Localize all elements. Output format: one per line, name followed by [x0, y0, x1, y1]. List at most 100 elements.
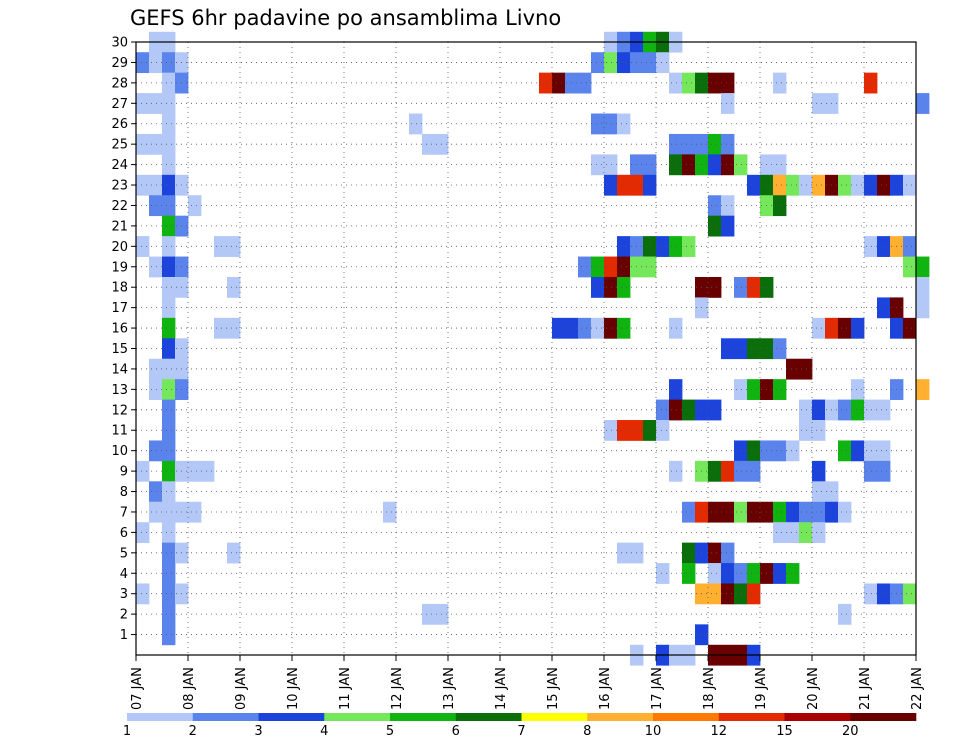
heatmap-cell — [877, 297, 891, 319]
colorbar-swatch — [324, 713, 391, 721]
heatmap-cell — [721, 563, 735, 584]
heatmap-cell — [812, 522, 826, 544]
heatmap-cell — [591, 154, 605, 176]
heatmap-cell — [682, 72, 696, 94]
colorbar-label: 10 — [645, 724, 662, 739]
heatmap-cell — [708, 72, 722, 94]
heatmap-cell — [162, 113, 176, 135]
heatmap-cell — [149, 440, 163, 462]
heatmap-cell — [604, 420, 618, 441]
heatmap-cell — [773, 379, 787, 400]
colorbar-label: 2 — [189, 724, 197, 739]
heatmap-cell — [721, 338, 735, 360]
heatmap-cell — [617, 420, 631, 441]
heatmap-cell — [422, 603, 436, 625]
heatmap-cell — [682, 154, 696, 176]
heatmap-cell — [227, 317, 241, 339]
heatmap-cell — [643, 52, 657, 74]
heatmap-cell — [136, 174, 150, 196]
heatmap-cell — [773, 195, 787, 217]
heatmap-cell — [773, 154, 787, 176]
heatmap-cell — [864, 460, 878, 482]
heatmap-cell — [591, 276, 605, 298]
heatmap-cell — [812, 317, 826, 339]
chart-title: GEFS 6hr padavine po ansamblima Livno — [130, 6, 562, 30]
x-tick-label: 20 JAN — [806, 667, 821, 710]
heatmap-cell — [669, 154, 683, 176]
heatmap-cell — [643, 154, 657, 176]
heatmap-cell — [812, 174, 826, 196]
heatmap-cell — [136, 583, 150, 605]
heatmap-cell — [682, 133, 696, 155]
heatmap-cell — [877, 174, 891, 196]
heatmap-cell — [552, 72, 566, 94]
heatmap-cell — [877, 399, 891, 421]
heatmap-cell — [617, 174, 631, 196]
heatmap-cell — [604, 276, 618, 298]
heatmap-cell — [149, 174, 163, 196]
heatmap-cell — [136, 93, 150, 114]
colorbar-label: 1 — [123, 724, 131, 739]
heatmap-cell — [864, 174, 878, 196]
heatmap-cell — [149, 195, 163, 217]
heatmap-cell — [786, 522, 800, 544]
heatmap-cell — [838, 501, 852, 523]
heatmap-cell — [149, 358, 163, 380]
heatmap-cell — [799, 358, 813, 380]
heatmap-cell — [877, 236, 891, 257]
y-axis-labels: 1234567891011121314151617181920212223242… — [111, 36, 136, 643]
heatmap-cell — [422, 133, 436, 155]
heatmap-cell — [162, 338, 176, 360]
heatmap-cell — [747, 276, 761, 298]
heatmap-cell — [851, 317, 865, 339]
x-tick-label: 10 JAN — [286, 667, 301, 710]
heatmap-cell — [227, 542, 241, 564]
heatmap-cell — [604, 174, 618, 196]
heatmap-cell — [669, 133, 683, 155]
heatmap-cell — [214, 317, 228, 339]
heatmap-cell — [747, 440, 761, 462]
heatmap-cell — [162, 256, 176, 278]
colorbar-label: 5 — [386, 724, 394, 739]
y-tick-label: 13 — [111, 383, 128, 398]
colorbar-label: 8 — [583, 724, 591, 739]
heatmap-cell — [916, 276, 930, 298]
heatmap-cell — [149, 379, 163, 400]
heatmap-cell — [734, 338, 748, 360]
heatmap-cell — [162, 420, 176, 441]
heatmap-cell — [864, 583, 878, 605]
x-tick-label: 18 JAN — [702, 667, 717, 710]
heatmap-cell — [162, 133, 176, 155]
heatmap-cell — [916, 93, 930, 114]
heatmap-cell — [708, 399, 722, 421]
x-tick-label: 09 JAN — [234, 667, 249, 710]
colorbar-label: 4 — [320, 724, 328, 739]
heatmap-cell — [669, 317, 683, 339]
heatmap-cell — [136, 460, 150, 482]
heatmap-cell — [617, 542, 631, 564]
colorbar-label: 15 — [776, 724, 793, 739]
heatmap-cell — [669, 72, 683, 94]
heatmap-cell — [786, 501, 800, 523]
heatmap-cell — [877, 440, 891, 462]
colorbar-swatch — [390, 713, 457, 721]
heatmap-cell — [591, 52, 605, 74]
heatmap-cell — [136, 522, 150, 544]
heatmap-cell — [708, 276, 722, 298]
y-tick-label: 16 — [111, 322, 128, 337]
heatmap-cell — [708, 583, 722, 605]
x-tick-label: 19 JAN — [754, 667, 769, 710]
colorbar-swatch — [587, 713, 654, 721]
y-tick-label: 10 — [111, 444, 128, 459]
heatmap-cell — [162, 358, 176, 380]
heatmap-cell — [747, 501, 761, 523]
heatmap-cell — [864, 236, 878, 257]
heatmap-cell — [136, 236, 150, 257]
heatmap-cell — [799, 522, 813, 544]
heatmap-cell — [721, 460, 735, 482]
heatmap-cell — [162, 460, 176, 482]
heatmap-cell — [799, 174, 813, 196]
heatmap-cell — [734, 563, 748, 584]
heatmap-cells — [136, 31, 930, 666]
